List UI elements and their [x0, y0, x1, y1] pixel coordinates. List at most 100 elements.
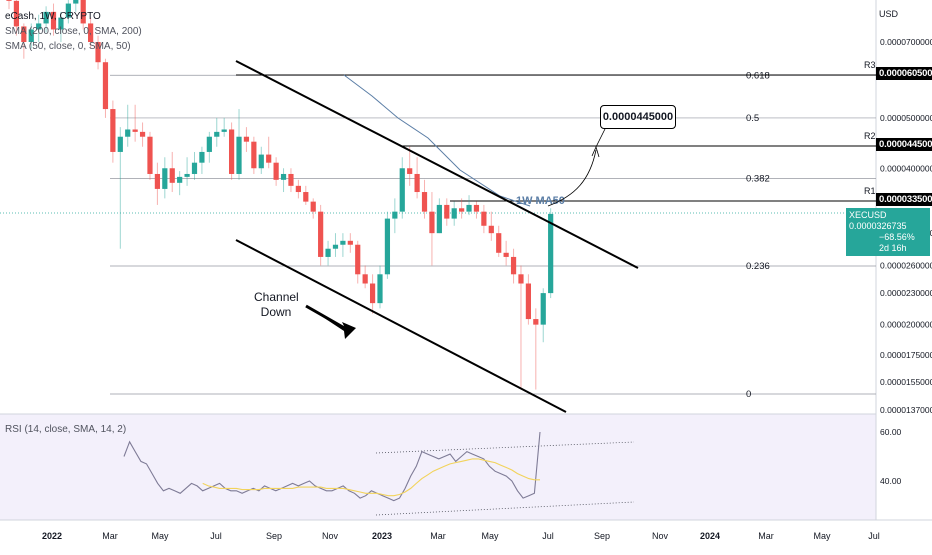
time-tick-label: Jul — [542, 531, 554, 541]
time-tick-label: May — [481, 531, 499, 541]
candle-body — [340, 240, 346, 245]
candle-body — [540, 293, 546, 325]
resistance-label: R1 — [864, 186, 876, 196]
candle-body — [117, 136, 123, 152]
candle-body — [362, 274, 368, 284]
time-tick-label: May — [813, 531, 831, 541]
price-tick-label: 0.0000260000 — [880, 260, 932, 270]
time-tick-label: Jul — [210, 531, 222, 541]
time-tick-label: Mar — [430, 531, 446, 541]
time-tick-label: Jul — [868, 531, 880, 541]
candle-body — [392, 211, 398, 219]
currency-label[interactable]: USD — [879, 9, 899, 19]
time-tick-label: Sep — [594, 531, 610, 541]
time-tick-label: Nov — [322, 531, 339, 541]
price-tick-label: 0.0000400000 — [880, 163, 932, 173]
candle-body — [169, 168, 175, 183]
channel-label-line1: Channel — [254, 290, 299, 304]
price-tick-label: 0.0000137000 — [880, 405, 932, 415]
candle-body — [407, 168, 413, 174]
fib-level-label: 0.618 — [746, 70, 770, 81]
candle-body — [503, 252, 509, 257]
candle-body — [229, 129, 235, 174]
candle-body — [65, 3, 71, 18]
time-tick-label: Mar — [102, 531, 118, 541]
candle-body — [258, 154, 264, 169]
candle-body — [184, 173, 190, 177]
candle-body — [421, 192, 428, 212]
candle-body — [13, 0, 20, 27]
price-tag-value: 0.0000326735 — [849, 221, 907, 231]
candle-body — [466, 204, 472, 212]
candle-body — [525, 283, 531, 320]
candle-body — [325, 248, 331, 257]
candle-body — [43, 11, 49, 24]
fib-level-label: 0.382 — [746, 174, 770, 185]
candle-body — [214, 131, 220, 137]
rsi-ma-line — [202, 458, 540, 497]
candle-body — [58, 17, 64, 30]
candle-body — [199, 151, 205, 163]
candle-body — [110, 109, 116, 152]
candle-body — [191, 162, 198, 174]
candle-body — [147, 136, 153, 174]
rsi-legend: RSI (14, close, SMA, 14, 2) — [5, 424, 127, 435]
candle-body — [473, 204, 480, 212]
time-tick-label: May — [151, 531, 169, 541]
candle-body — [221, 129, 227, 132]
rsi-upper-line — [375, 441, 635, 454]
time-tick-label: Sep — [266, 531, 282, 541]
candle-body — [73, 0, 79, 4]
candle-body — [50, 11, 57, 30]
candle-body — [310, 201, 316, 212]
candle-body — [80, 0, 86, 24]
current-price-tag: XECUSD0.0000326735 −68.56% 2d 16h — [846, 208, 930, 256]
candle-body — [266, 154, 272, 163]
time-tick-label: 2022 — [42, 531, 62, 541]
candle-body — [295, 185, 301, 193]
candle-body — [288, 173, 294, 186]
candle-body — [488, 225, 494, 234]
candle-body — [154, 173, 160, 189]
candle-body — [510, 256, 517, 275]
candle-body — [177, 176, 183, 183]
candle-body — [518, 274, 524, 284]
candle-body — [399, 168, 405, 212]
candle-body — [533, 319, 539, 325]
channel-lower-line — [235, 239, 567, 413]
r1-price-tag: 0.0000335000 — [876, 193, 932, 206]
candle-body — [28, 29, 34, 42]
channel-arrow-shaft — [305, 304, 349, 332]
candle-body — [206, 136, 212, 152]
candle-body — [436, 204, 442, 234]
candle-body — [251, 141, 257, 169]
candle-body — [318, 211, 324, 257]
time-tick-label: Mar — [758, 531, 774, 541]
resistance-label: R2 — [864, 131, 876, 141]
candle-body — [444, 204, 450, 219]
candle-body — [95, 42, 101, 63]
price-tick-label: 0.0000230000 — [880, 288, 932, 298]
ma50-label: 1W MA50 — [516, 195, 565, 207]
candle-body — [496, 233, 502, 253]
candle-body — [273, 162, 279, 180]
rsi-tick-label: 40.00 — [880, 476, 902, 486]
candle-body — [132, 129, 138, 132]
price-tick-label: 0.0000700000 — [880, 37, 932, 47]
candle-body — [125, 129, 131, 137]
rsi-line — [123, 431, 541, 502]
price-tick-label: 0.0000155000 — [880, 377, 932, 387]
candle-body — [280, 173, 287, 180]
candle-body — [451, 208, 457, 219]
channel-label-line2: Down — [260, 305, 292, 319]
candle-body — [369, 283, 376, 304]
r3-price-tag: 0.0000605000 — [876, 67, 932, 80]
callout-pointer — [595, 126, 607, 148]
time-tick-label: Nov — [652, 531, 669, 541]
candle-body — [459, 208, 465, 212]
candle-body — [162, 168, 168, 189]
time-tick-label: 2023 — [372, 531, 392, 541]
candle-body — [548, 213, 554, 294]
